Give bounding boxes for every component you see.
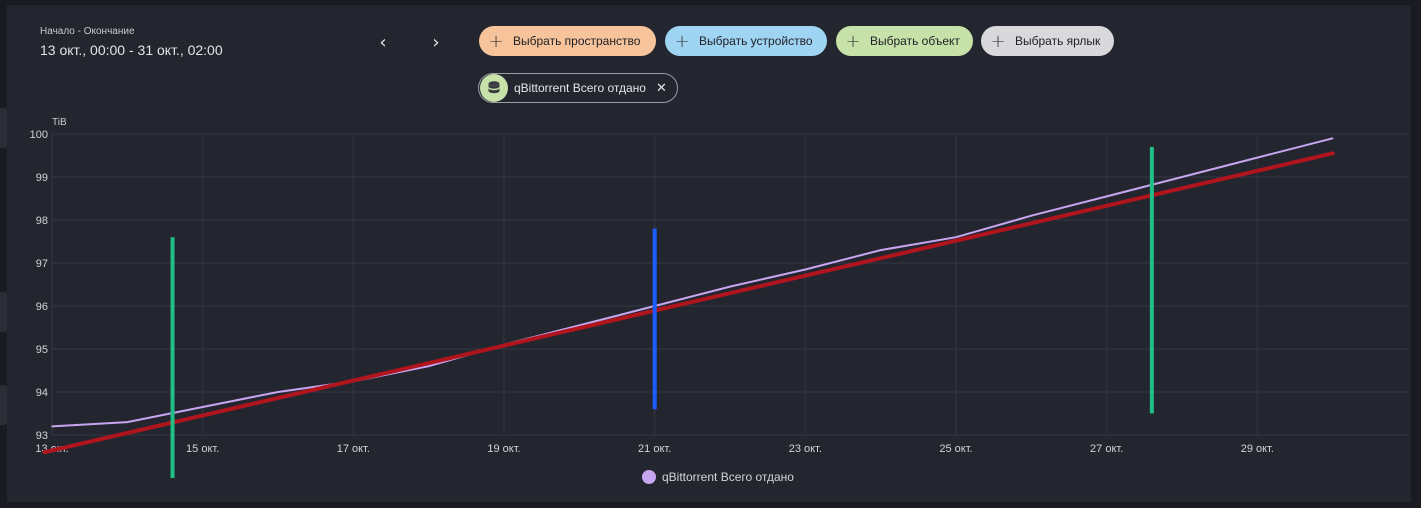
selected-entity-tag[interactable]: qBittorrent Всего отдано ✕ — [478, 73, 678, 103]
data-point — [729, 285, 731, 288]
select-space-label: Выбрать пространство — [513, 34, 641, 48]
x-tick-label: 29 окт. — [1241, 443, 1274, 455]
top-edge — [0, 0, 1421, 5]
x-tick-label: 23 окт. — [789, 443, 822, 455]
data-point — [879, 249, 882, 251]
sidebar-item[interactable] — [0, 108, 7, 148]
y-tick-label: 93 — [36, 430, 48, 442]
date-range-value[interactable]: 13 окт., 00:00 - 31 окт., 02:00 — [40, 42, 223, 58]
chart-legend[interactable]: qBittorrent Всего отдано — [642, 470, 794, 484]
sidebar-item[interactable] — [0, 292, 7, 332]
data-point — [1256, 156, 1259, 159]
left-sidebar-edge — [0, 0, 7, 508]
data-point — [804, 268, 807, 271]
data-point — [1331, 137, 1334, 140]
y-tick-label: 98 — [36, 215, 48, 227]
database-icon — [480, 74, 508, 102]
data-point — [578, 324, 581, 327]
select-device-label: Выбрать устройство — [699, 34, 813, 48]
series-line — [51, 137, 1333, 428]
chevron-right-icon[interactable]: › — [432, 32, 440, 53]
y-tick-label: 100 — [30, 129, 48, 141]
data-point — [955, 236, 957, 238]
x-tick-label: 17 окт. — [337, 443, 370, 455]
select-space-button[interactable]: + Выбрать пространство — [479, 26, 656, 56]
date-range-caption: Начало - Окончание — [40, 26, 135, 37]
data-point — [1181, 176, 1183, 178]
select-object-button[interactable]: + Выбрать объект — [836, 26, 973, 56]
sidebar-item[interactable] — [0, 385, 7, 425]
x-tick-label: 21 окт. — [638, 443, 671, 455]
select-object-label: Выбрать объект — [870, 34, 960, 48]
data-point — [427, 365, 430, 368]
legend-label: qBittorrent Всего отдано — [662, 470, 794, 484]
plus-icon: + — [674, 30, 690, 52]
y-tick-label: 97 — [36, 258, 48, 270]
x-tick-label: 25 окт. — [939, 443, 972, 455]
select-label-button[interactable]: + Выбрать ярлык — [981, 26, 1114, 56]
close-icon[interactable]: ✕ — [655, 80, 667, 96]
y-tick-label: 94 — [36, 387, 48, 399]
bottom-edge — [0, 502, 1421, 508]
chevron-left-icon[interactable]: ‹ — [379, 32, 387, 53]
plus-icon: + — [990, 30, 1006, 52]
data-point — [277, 391, 279, 393]
y-tick-label: 95 — [36, 344, 48, 356]
selected-entity-label: qBittorrent Всего отдано — [514, 81, 646, 95]
plus-icon: + — [488, 30, 504, 52]
data-point — [201, 406, 204, 408]
y-tick-label: 99 — [36, 172, 48, 184]
select-label-label: Выбрать ярлык — [1015, 34, 1101, 48]
legend-swatch — [642, 470, 656, 484]
y-axis-unit: TiB — [52, 117, 67, 128]
plus-icon: + — [845, 30, 861, 52]
right-scrollbar[interactable] — [1411, 0, 1421, 508]
x-tick-label: 15 окт. — [186, 443, 219, 455]
select-device-button[interactable]: + Выбрать устройство — [665, 26, 827, 56]
data-point — [1105, 195, 1108, 198]
data-point — [126, 421, 129, 423]
data-point — [51, 425, 53, 428]
x-tick-label: 19 окт. — [487, 443, 520, 455]
data-point — [1030, 214, 1033, 217]
trend-line-overlay — [42, 151, 1335, 455]
y-tick-label: 96 — [36, 301, 48, 313]
x-tick-label: 27 окт. — [1090, 443, 1123, 455]
